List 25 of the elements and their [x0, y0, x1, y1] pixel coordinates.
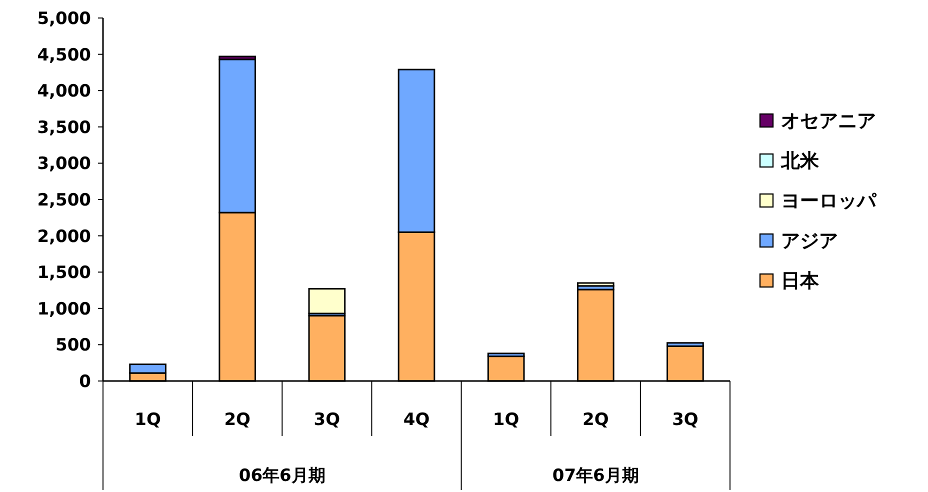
- text: 06年6月期: [238, 466, 326, 486]
- x-tick-label: 4Q: [403, 410, 430, 430]
- y-tick-label: 2,000: [37, 226, 92, 247]
- y-tick-label: 4,500: [37, 45, 92, 66]
- y-tick-label: 500: [56, 336, 92, 356]
- y-tick-label: 5,000: [37, 8, 92, 29]
- y-tick-label: 3,000: [37, 154, 92, 174]
- y-tick-label: 2,500: [37, 190, 92, 210]
- legend-label: 日本: [781, 270, 820, 292]
- legend-label: ヨーロッパ: [781, 190, 877, 212]
- text: 07年6月期: [552, 466, 639, 486]
- legend-label: オセアニア: [781, 110, 876, 132]
- y-tick-label: 1,000: [37, 299, 92, 320]
- y-tick-label: 3,500: [37, 118, 92, 138]
- legend-label: 北米: [780, 150, 820, 172]
- x-tick-label: 3Q: [672, 410, 698, 430]
- x-tick-label: 2Q: [582, 410, 609, 430]
- y-tick-label: 1,500: [37, 263, 92, 284]
- x-tick-label: 3Q: [314, 410, 340, 430]
- y-tick-label: 4,000: [37, 82, 92, 102]
- x-tick-label: 2Q: [224, 410, 250, 430]
- x-tick-label: 1Q: [492, 410, 520, 430]
- y-tick-label: 0: [79, 372, 92, 392]
- legend-label: アジア: [781, 230, 838, 252]
- x-tick-label: 1Q: [134, 410, 161, 430]
